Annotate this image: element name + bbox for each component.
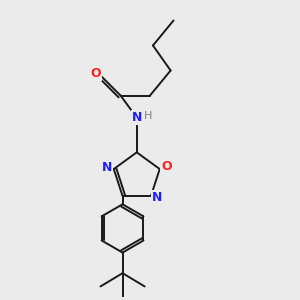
Text: N: N xyxy=(102,161,112,174)
Text: N: N xyxy=(132,111,142,124)
Text: N: N xyxy=(152,191,163,204)
Text: H: H xyxy=(144,111,152,121)
Text: O: O xyxy=(91,67,101,80)
Text: O: O xyxy=(161,160,172,173)
